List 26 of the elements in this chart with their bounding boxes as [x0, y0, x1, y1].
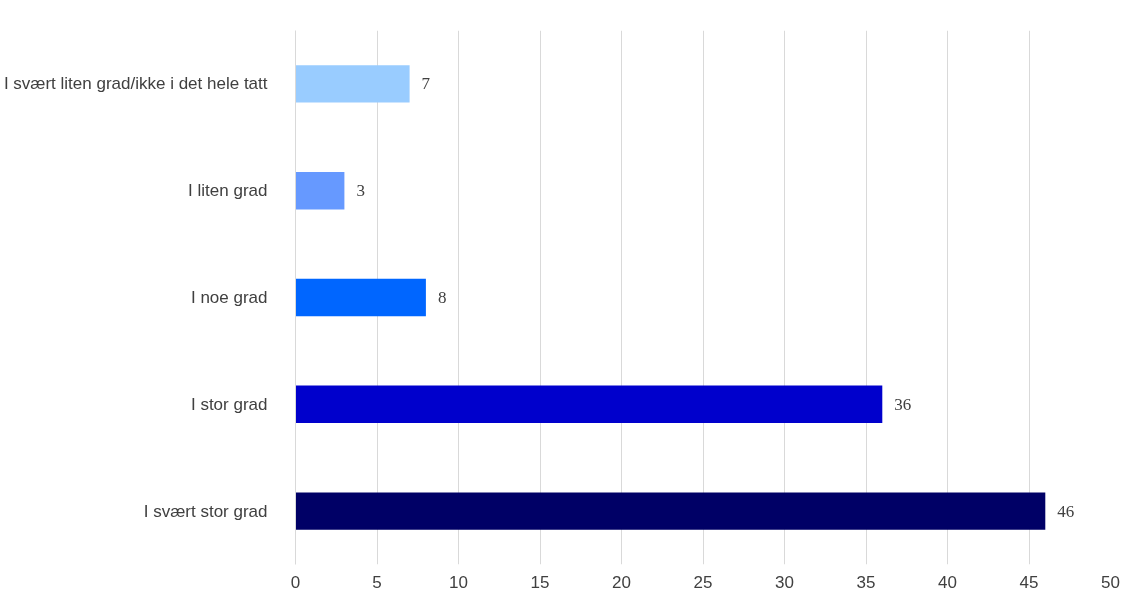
bar	[295, 492, 1046, 530]
data-label: 7	[421, 74, 431, 94]
x-tick-label: 0	[290, 572, 301, 592]
x-tick-label: 30	[775, 572, 794, 592]
y-tick-label: I svært liten grad/ikke i det hele tatt	[3, 74, 268, 94]
x-tick-label: 20	[612, 572, 631, 592]
x-tick-label: 35	[856, 572, 876, 592]
bar	[295, 385, 883, 423]
x-tick-label: 50	[1101, 572, 1120, 592]
bar	[295, 172, 345, 210]
y-tick-label: I stor grad	[190, 394, 268, 414]
data-label: 36	[894, 394, 912, 414]
data-label: 46	[1057, 501, 1075, 521]
x-tick-label: 40	[938, 572, 957, 592]
x-tick-label: 5	[372, 572, 382, 592]
x-tick-label: 15	[530, 572, 550, 592]
bar	[295, 65, 410, 103]
bar	[295, 278, 426, 317]
x-tick-label: 10	[449, 572, 468, 592]
y-tick-label: I noe grad	[190, 288, 268, 307]
y-tick-label: I svært stor grad	[143, 501, 268, 521]
y-tick-label: I liten grad	[188, 181, 268, 201]
data-label: 3	[356, 181, 365, 201]
x-tick-label: 45	[1019, 572, 1039, 592]
x-tick-label: 25	[693, 572, 713, 592]
data-label: 8	[437, 288, 447, 307]
